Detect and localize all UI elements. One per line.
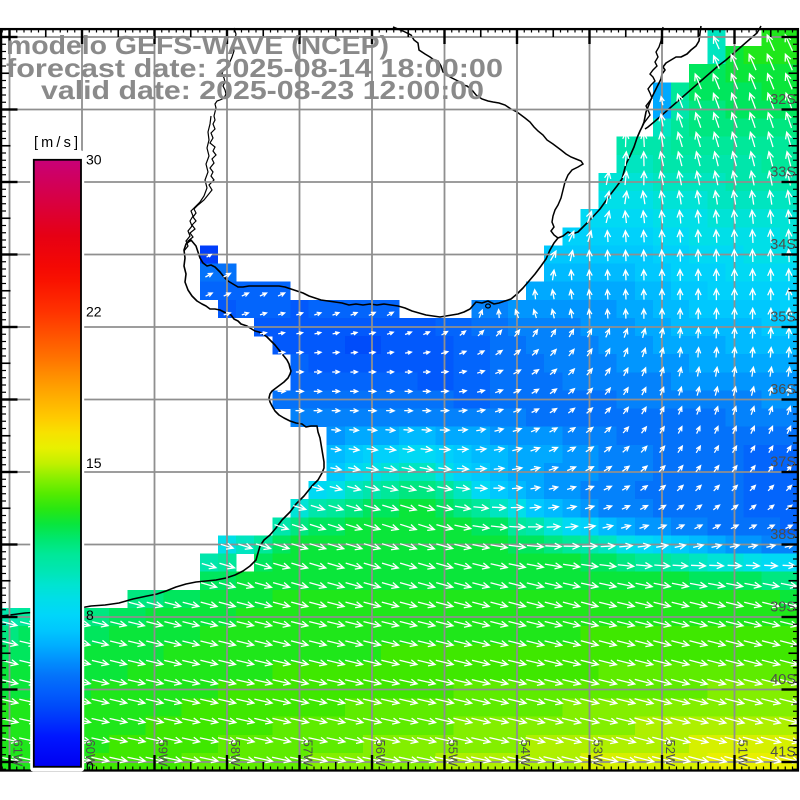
svg-text:valid date: 2025-08-23 12:00:0: valid date: 2025-08-23 12:00:00 bbox=[41, 75, 484, 105]
svg-text:38S: 38S bbox=[770, 527, 796, 543]
svg-text:32S: 32S bbox=[770, 92, 796, 108]
svg-text:55W: 55W bbox=[446, 740, 461, 767]
svg-text:41S: 41S bbox=[770, 745, 796, 761]
svg-text:22: 22 bbox=[86, 303, 102, 319]
svg-text:51W: 51W bbox=[736, 740, 751, 767]
svg-text:forecast date: 2025-08-14 18:0: forecast date: 2025-08-14 18:00:00 bbox=[6, 53, 503, 83]
svg-text:30: 30 bbox=[86, 152, 102, 168]
svg-text:34S: 34S bbox=[770, 237, 796, 253]
svg-text:61W: 61W bbox=[11, 740, 26, 767]
svg-text:40S: 40S bbox=[770, 672, 796, 688]
svg-text:60W: 60W bbox=[83, 740, 98, 767]
svg-text:56W: 56W bbox=[373, 740, 388, 767]
svg-text:8: 8 bbox=[86, 607, 94, 623]
svg-text:59W: 59W bbox=[156, 740, 171, 767]
svg-text:33S: 33S bbox=[770, 165, 796, 181]
svg-text:36S: 36S bbox=[770, 382, 796, 398]
svg-text:54W: 54W bbox=[518, 740, 533, 767]
svg-text:37S: 37S bbox=[770, 455, 796, 471]
svg-text:39S: 39S bbox=[770, 600, 796, 616]
svg-text:modelo GEFS-WAVE (NCEP): modelo GEFS-WAVE (NCEP) bbox=[6, 30, 389, 60]
svg-text:15: 15 bbox=[86, 455, 102, 471]
svg-text:52W: 52W bbox=[663, 740, 678, 767]
svg-text:35S: 35S bbox=[770, 310, 796, 326]
svg-text:58W: 58W bbox=[228, 740, 243, 767]
svg-text:57W: 57W bbox=[301, 740, 316, 767]
svg-text:53W: 53W bbox=[591, 740, 606, 767]
svg-text:[m/s]: [m/s] bbox=[34, 135, 78, 151]
svg-text:0: 0 bbox=[86, 759, 94, 775]
